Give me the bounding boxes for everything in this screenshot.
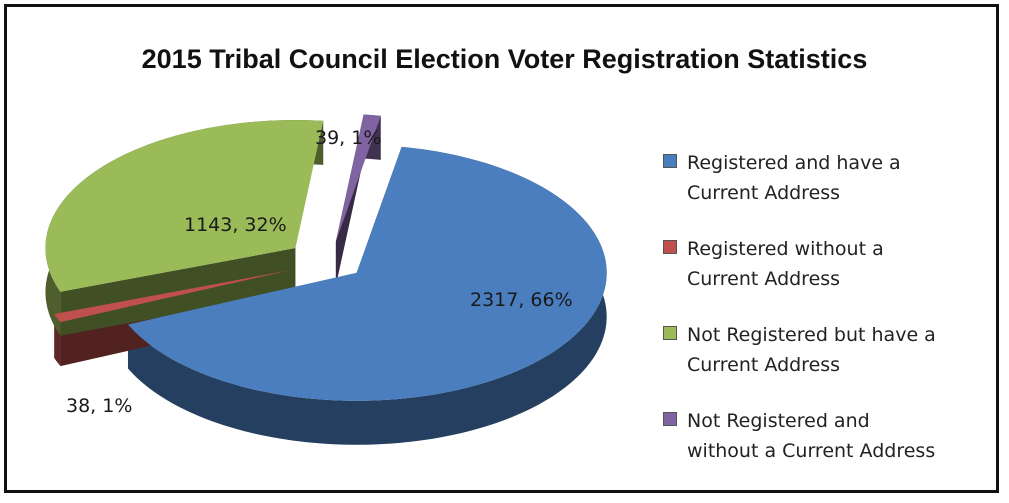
pie-labels: 2317, 66% 38, 1% 1143, 32% 39, 1% xyxy=(66,127,573,417)
legend-item[interactable]: Registered without a Current Address xyxy=(663,228,993,314)
pie-slice xyxy=(54,270,290,323)
legend-swatch-1 xyxy=(663,240,677,254)
legend-item[interactable]: Registered and have a Current Address xyxy=(663,142,993,228)
pie-data-label: 2317, 66% xyxy=(470,289,573,311)
pie-slice xyxy=(127,146,607,401)
legend-label: Not Registered but have a Current Addres… xyxy=(687,324,936,376)
pie-slice xyxy=(335,114,381,242)
legend-swatch-0 xyxy=(663,154,677,168)
legend-item[interactable]: Not Registered and without a Current Add… xyxy=(663,400,993,486)
legend-label: Registered without a Current Address xyxy=(687,238,884,290)
legend-swatch-2 xyxy=(663,326,677,340)
pie-data-label: 39, 1% xyxy=(315,127,381,149)
legend-label: Not Registered and without a Current Add… xyxy=(687,410,936,462)
legend-item[interactable]: Not Registered but have a Current Addres… xyxy=(663,314,993,400)
pie-slice xyxy=(45,120,324,292)
legend: Registered and have a Current Address Re… xyxy=(663,142,993,486)
pie-tops xyxy=(45,114,607,401)
legend-swatch-3 xyxy=(663,412,677,426)
pie-data-label: 38, 1% xyxy=(66,395,132,417)
pie-data-label: 1143, 32% xyxy=(184,214,287,236)
legend-label: Registered and have a Current Address xyxy=(687,152,901,204)
chart-title: 2015 Tribal Council Election Voter Regis… xyxy=(141,44,868,74)
